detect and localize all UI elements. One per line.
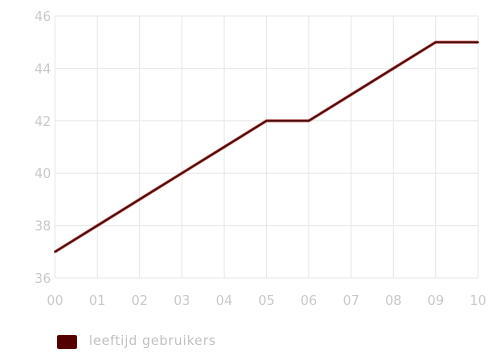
legend-swatch xyxy=(57,334,77,349)
data-point xyxy=(96,224,99,227)
y-tick-label: 46 xyxy=(34,10,51,25)
data-point xyxy=(307,119,310,122)
x-tick-label: 07 xyxy=(343,294,360,309)
x-tick-label: 00 xyxy=(47,294,64,309)
y-axis-ticks: 36 38 40 42 44 46 xyxy=(34,10,51,287)
x-tick-label: 08 xyxy=(385,294,402,309)
series-layer xyxy=(54,40,479,254)
x-tick-label: 10 xyxy=(470,294,487,309)
x-tick-label: 02 xyxy=(131,294,148,309)
x-tick-label: 01 xyxy=(89,294,106,309)
grid xyxy=(54,15,479,279)
y-tick-label: 40 xyxy=(34,167,51,182)
data-point xyxy=(477,41,479,44)
y-tick-label: 44 xyxy=(34,62,51,77)
legend-label: leeftijd gebruikers xyxy=(89,334,217,349)
x-axis-ticks: 00 01 02 03 04 05 06 07 08 09 10 xyxy=(47,294,487,309)
data-point xyxy=(434,41,437,44)
data-point xyxy=(350,93,353,96)
x-tick-label: 05 xyxy=(258,294,275,309)
data-point xyxy=(180,172,183,175)
y-tick-label: 42 xyxy=(34,115,51,130)
x-tick-label: 03 xyxy=(174,294,191,309)
x-tick-label: 06 xyxy=(301,294,318,309)
y-tick-label: 38 xyxy=(34,220,51,235)
y-tick-label: 36 xyxy=(34,272,51,287)
data-point xyxy=(265,119,268,122)
data-point xyxy=(54,250,56,253)
legend: leeftijd gebruikers xyxy=(57,334,216,349)
data-point xyxy=(138,198,141,201)
x-tick-label: 04 xyxy=(216,294,233,309)
x-tick-label: 09 xyxy=(427,294,444,309)
data-point xyxy=(223,146,226,148)
data-point xyxy=(392,67,395,70)
